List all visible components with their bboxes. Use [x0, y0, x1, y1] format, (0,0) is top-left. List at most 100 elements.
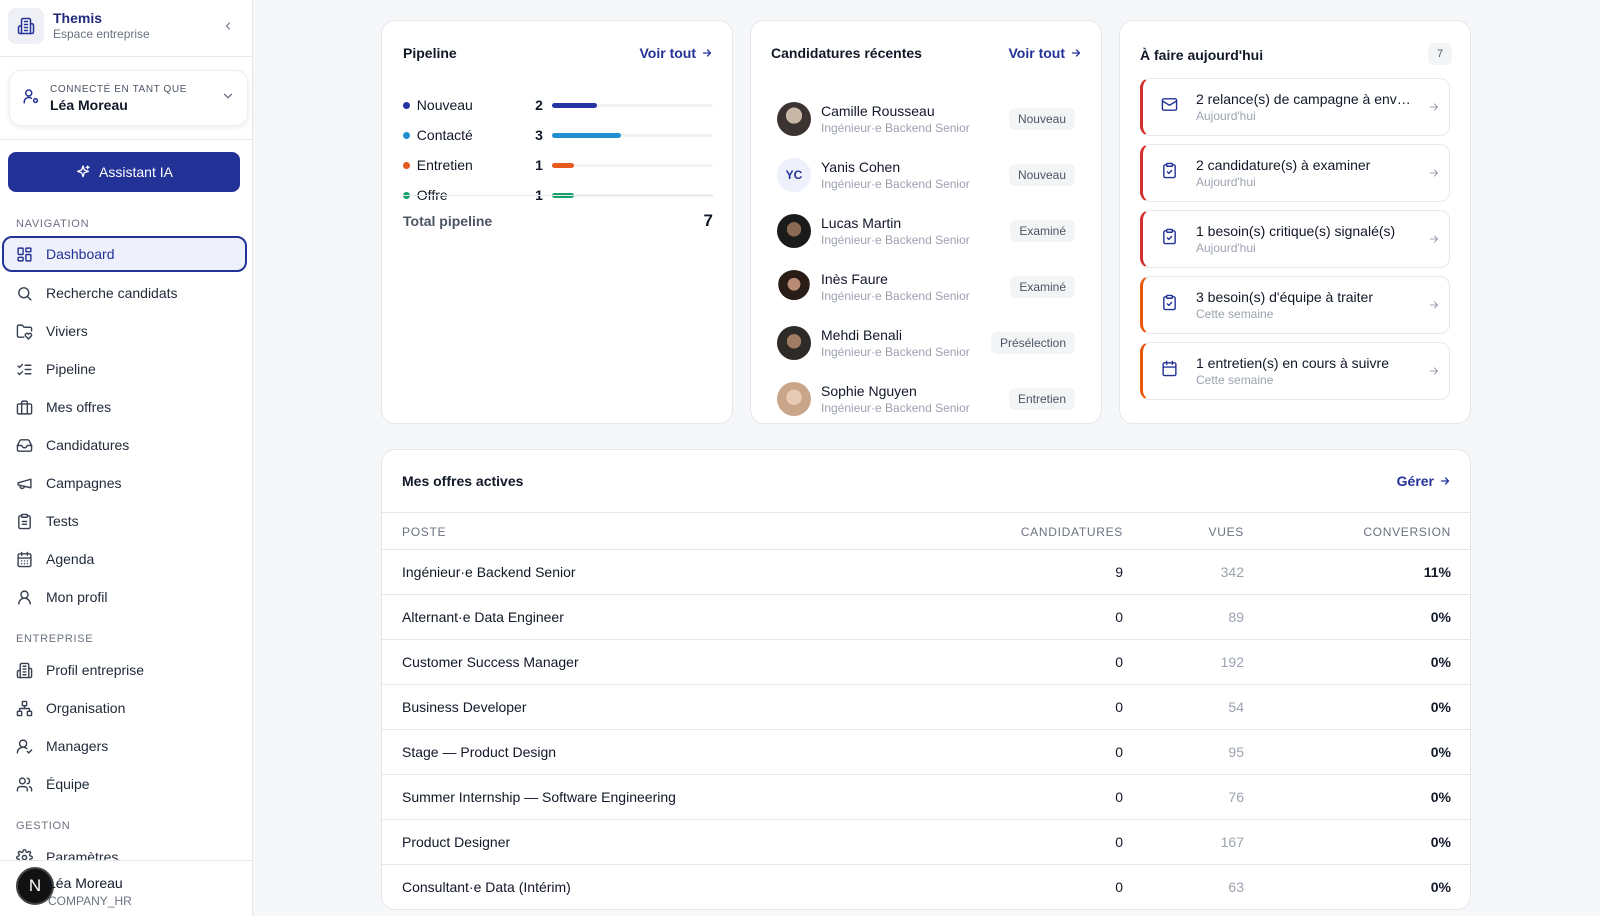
calendar-icon — [16, 551, 46, 568]
candidate-role: Ingénieur·e Backend Senior — [821, 345, 970, 359]
arrow-right-icon — [1419, 299, 1449, 311]
building-icon — [16, 662, 46, 679]
assistant-ia-label: Assistant IA — [99, 164, 173, 180]
todo-item-subtitle: Aujourd'hui — [1196, 241, 1256, 255]
list-item[interactable]: Lucas Martin Ingénieur·e Backend Senior E… — [777, 206, 1075, 256]
offer-title: Consultant·e Data (Intérim) — [402, 879, 571, 895]
todo-item[interactable]: 1 besoin(s) critique(s) signalé(s) Aujour… — [1140, 210, 1450, 268]
table-row[interactable]: Consultant·e Data (Intérim) 0 63 0% — [382, 865, 1470, 910]
sidebar-item-candidatures[interactable]: Candidatures — [2, 427, 247, 463]
candidate-role: Ingénieur·e Backend Senior — [821, 233, 970, 247]
stage-dot — [403, 101, 410, 109]
todo-item-title: 2 relance(s) de campagne à envoyer — [1196, 91, 1416, 107]
table-row[interactable]: Stage — Product Design 0 95 0% — [382, 730, 1470, 775]
sidebar-item-campagnes[interactable]: Campagnes — [2, 465, 247, 501]
chevron-left-icon[interactable] — [220, 18, 236, 34]
building-icon — [8, 8, 44, 44]
stage-count: 2 — [535, 97, 543, 113]
list-item[interactable]: Sophie Nguyen Ingénieur·e Backend Senior … — [777, 374, 1075, 424]
stage-bar-fill — [551, 102, 598, 108]
offer-title: Business Developer — [402, 699, 527, 715]
pipeline-voir-tout-link[interactable]: Voir tout — [639, 45, 713, 61]
list-item[interactable]: YC Yanis Cohen Ingénieur·e Backend Senior… — [777, 150, 1075, 200]
column-header-vues[interactable]: VUES — [1208, 525, 1244, 539]
table-row[interactable]: Alternant·e Data Engineer 0 89 0% — [382, 595, 1470, 640]
sidebar-item-dashboard[interactable]: Dashboard — [2, 236, 247, 272]
todo-item[interactable]: 2 relance(s) de campagne à envoyer Aujour… — [1140, 78, 1450, 136]
user-card-name: Léa Moreau — [50, 96, 128, 113]
pipeline-stage-row[interactable]: Entretien 1 — [403, 155, 713, 175]
sidebar-item-tests[interactable]: Tests — [2, 503, 247, 539]
offer-applications: 0 — [1115, 699, 1123, 715]
list-item[interactable]: Mehdi Benali Ingénieur·e Backend Senior P… — [777, 318, 1075, 368]
user-card-label: CONNECTÉ EN TANT QUE — [50, 83, 188, 95]
candidate-name: Inès Faure — [821, 271, 888, 287]
table-row[interactable]: Ingénieur·e Backend Senior 9 342 11% — [382, 550, 1470, 595]
table-row[interactable]: Business Developer 0 54 0% — [382, 685, 1470, 730]
inbox-icon — [16, 437, 46, 454]
gerer-link[interactable]: Gérer — [1397, 473, 1451, 489]
table-row[interactable]: Summer Internship — Software Engineering… — [382, 775, 1470, 820]
sidebar-item-viviers[interactable]: Viviers — [2, 313, 247, 349]
offer-applications: 0 — [1115, 609, 1123, 625]
offer-views: 89 — [1228, 609, 1244, 625]
todo-item[interactable]: 2 candidature(s) à examiner Aujourd'hui — [1140, 144, 1450, 202]
candidate-role: Ingénieur·e Backend Senior — [821, 177, 970, 191]
candidate-role: Ingénieur·e Backend Senior — [821, 289, 970, 303]
sidebar-item-managers[interactable]: Managers — [2, 728, 247, 764]
todo-item[interactable]: 1 entretien(s) en cours à suivre Cette se… — [1140, 342, 1450, 400]
todo-item-subtitle: Aujourd'hui — [1196, 109, 1256, 123]
sidebar-item-agenda[interactable]: Agenda — [2, 541, 247, 577]
stage-bar — [551, 162, 713, 168]
footer-user-role: COMPANY_HR — [48, 894, 132, 908]
sidebar-item-pipeline[interactable]: Pipeline — [2, 351, 247, 387]
candidate-name: Yanis Cohen — [821, 159, 901, 175]
user-switcher[interactable]: CONNECTÉ EN TANT QUE Léa Moreau — [9, 70, 248, 126]
sidebar-item-label: Tests — [46, 513, 79, 529]
chevron-down-icon — [221, 89, 235, 108]
status-badge: Examiné — [1010, 276, 1075, 298]
recent-voir-tout-link[interactable]: Voir tout — [1008, 45, 1082, 61]
todo-item[interactable]: 3 besoin(s) d'équipe à traiter Cette sema… — [1140, 276, 1450, 334]
assistant-ia-button[interactable]: Assistant IA — [8, 152, 240, 192]
list-item[interactable]: Inès Faure Ingénieur·e Backend Senior Exa… — [777, 262, 1075, 312]
sidebar-item-organisation[interactable]: Organisation — [2, 690, 247, 726]
column-header-conversion[interactable]: CONVERSION — [1363, 525, 1451, 539]
offer-title: Alternant·e Data Engineer — [402, 609, 564, 625]
sidebar-item-mes-offres[interactable]: Mes offres — [2, 389, 247, 425]
sidebar-item-equipe[interactable]: Équipe — [2, 766, 247, 802]
todo-item-subtitle: Cette semaine — [1196, 373, 1274, 387]
candidate-role: Ingénieur·e Backend Senior — [821, 401, 970, 415]
stage-bar — [551, 102, 713, 108]
stage-dot — [403, 161, 410, 169]
voir-tout-label: Voir tout — [639, 45, 696, 61]
pipeline-stage-row[interactable]: Nouveau 2 — [403, 95, 713, 115]
column-header-poste[interactable]: POSTE — [402, 525, 447, 539]
offer-title: Customer Success Manager — [402, 654, 579, 670]
column-header-candidatures[interactable]: CANDIDATURES — [1020, 525, 1123, 539]
table-row[interactable]: Product Designer 0 167 0% — [382, 820, 1470, 865]
brand[interactable]: Themis Espace entreprise — [8, 6, 244, 46]
offer-conversion: 0% — [1430, 744, 1451, 760]
sidebar-item-label: Candidatures — [46, 437, 130, 453]
user-check-icon — [16, 738, 46, 755]
avatar[interactable]: N — [16, 867, 54, 905]
sidebar-item-label: Campagnes — [46, 475, 122, 491]
stage-bar-fill — [551, 132, 622, 138]
pipeline-stage-row[interactable]: Contacté 3 — [403, 125, 713, 145]
sidebar-item-mon-profil[interactable]: Mon profil — [2, 579, 247, 615]
sidebar-item-profil-entreprise[interactable]: Profil entreprise — [2, 652, 247, 688]
stage-label: Contacté — [416, 127, 473, 143]
candidate-name: Sophie Nguyen — [821, 383, 917, 399]
sidebar-footer-user[interactable]: N Léa Moreau COMPANY_HR — [0, 860, 252, 916]
table-row[interactable]: Customer Success Manager 0 192 0% — [382, 640, 1470, 685]
sidebar-item-label: Mes offres — [46, 399, 112, 415]
todo-item-title: 2 candidature(s) à examiner — [1196, 157, 1371, 173]
divider — [0, 56, 252, 57]
sidebar-item-recherche-candidats[interactable]: Recherche candidats — [2, 275, 247, 311]
offer-title: Product Designer — [402, 834, 511, 850]
stage-bar-fill — [551, 162, 575, 168]
sidebar-item-label: Recherche candidats — [46, 285, 178, 301]
list-item[interactable]: Camille Rousseau Ingénieur·e Backend Seni… — [777, 94, 1075, 144]
offer-views: 342 — [1220, 564, 1244, 580]
